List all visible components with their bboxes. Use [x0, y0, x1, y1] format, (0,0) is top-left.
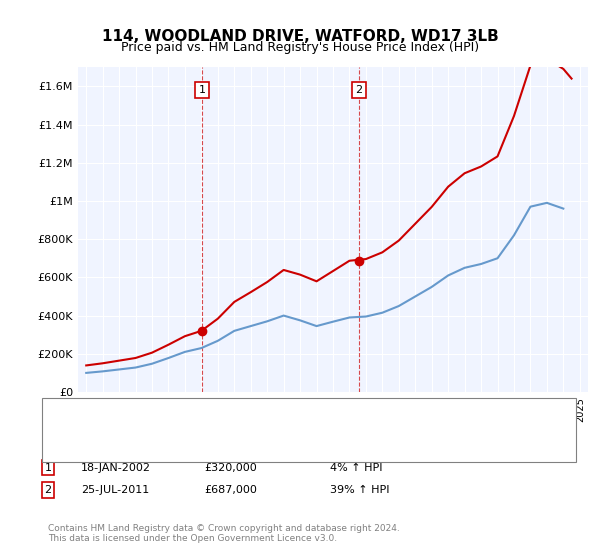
- Text: £320,000: £320,000: [204, 463, 257, 473]
- Text: 1: 1: [44, 463, 52, 473]
- Text: 18-JAN-2002: 18-JAN-2002: [81, 463, 151, 473]
- Text: ——: ——: [63, 435, 80, 449]
- Text: Contains HM Land Registry data © Crown copyright and database right 2024.
This d: Contains HM Land Registry data © Crown c…: [48, 524, 400, 543]
- Text: 1: 1: [199, 85, 206, 95]
- Text: Price paid vs. HM Land Registry's House Price Index (HPI): Price paid vs. HM Land Registry's House …: [121, 41, 479, 54]
- Text: 39% ↑ HPI: 39% ↑ HPI: [330, 485, 389, 495]
- Text: 2: 2: [44, 485, 52, 495]
- Text: 4% ↑ HPI: 4% ↑ HPI: [330, 463, 383, 473]
- Text: 2: 2: [355, 85, 362, 95]
- Text: £687,000: £687,000: [204, 485, 257, 495]
- Text: 114, WOODLAND DRIVE, WATFORD, WD17 3LB: 114, WOODLAND DRIVE, WATFORD, WD17 3LB: [101, 29, 499, 44]
- Text: 25-JUL-2011: 25-JUL-2011: [81, 485, 149, 495]
- Text: ——: ——: [63, 411, 80, 425]
- Text: 114, WOODLAND DRIVE, WATFORD, WD17 3LB (detached house): 114, WOODLAND DRIVE, WATFORD, WD17 3LB (…: [93, 413, 456, 423]
- Text: HPI: Average price, detached house, Watford: HPI: Average price, detached house, Watf…: [93, 436, 343, 446]
